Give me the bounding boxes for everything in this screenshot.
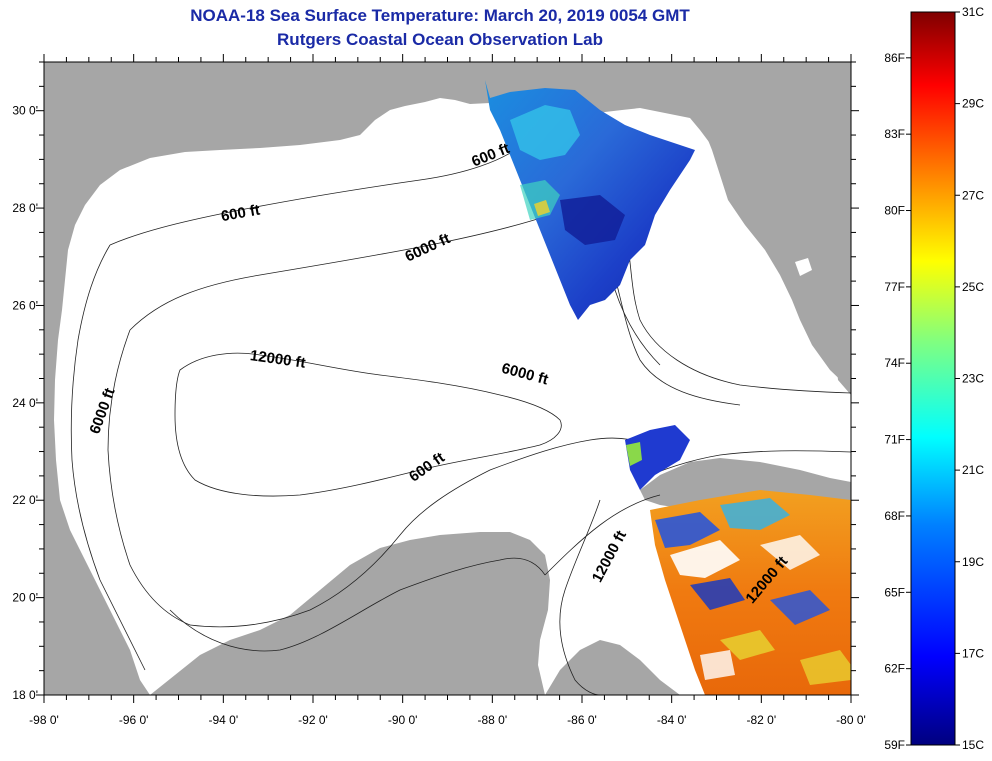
lat-label: 22 0' (12, 493, 38, 507)
lat-label: 28 0' (12, 201, 38, 215)
colorbar-celsius-label: 17C (962, 646, 984, 660)
florida-peninsula (700, 62, 851, 390)
colorbar-fahrenheit-label: 59F (884, 738, 905, 752)
lat-label: 20 0' (12, 591, 38, 605)
sst-swath-yucatan-channel (625, 425, 690, 490)
colorbar-fahrenheit-label: 74F (884, 356, 905, 370)
colorbar-gradient (910, 11, 956, 746)
sst-patch-yellow (534, 200, 550, 216)
colorbar-celsius-label: 27C (962, 188, 984, 202)
lon-label: -90 0' (388, 713, 418, 727)
lon-label: -88 0' (478, 713, 508, 727)
colorbar-fahrenheit-label: 80F (884, 204, 905, 218)
contour-label: 600 ft (220, 202, 262, 226)
colorbar-fahrenheit-label: 83F (884, 127, 905, 141)
lon-label: -96 0' (119, 713, 149, 727)
colorbar-fahrenheit-label: 77F (884, 280, 905, 294)
contour-6000ft-north (129, 212, 741, 406)
colorbar-celsius-label: 25C (962, 280, 984, 294)
contour-600ft-west (70, 244, 146, 671)
contour-12000ft-east (559, 499, 601, 695)
lat-label: 24 0' (12, 396, 38, 410)
cuba-land (640, 458, 851, 515)
lat-label: 18 0' (12, 688, 38, 702)
contour-600ft-south (169, 557, 546, 652)
map-subtitle: Rutgers Coastal Ocean Observation Lab (277, 30, 603, 49)
sst-patch-darkblue (560, 195, 625, 245)
lon-label: -92 0' (298, 713, 328, 727)
map-title: NOAA-18 Sea Surface Temperature: March 2… (190, 6, 690, 25)
florida-white-lake (795, 258, 812, 276)
colorbar-celsius-label: 31C (962, 5, 984, 19)
sst-caribbean-cloud-noise (655, 498, 851, 685)
lon-label: -86 0' (567, 713, 597, 727)
sst-patch-cyan (510, 105, 580, 160)
lat-label: 26 0' (12, 298, 38, 312)
colorbar-celsius-label: 15C (962, 738, 984, 752)
lon-label: -82 0' (747, 713, 777, 727)
contour-600ft-yucatan-shelf (544, 494, 661, 576)
colorbar-fahrenheit-label: 65F (884, 585, 905, 599)
sst-patch-green-channel (626, 442, 642, 466)
lon-label: -80 0' (836, 713, 866, 727)
contour-6000ft-west (107, 329, 191, 626)
lon-label: -84 0' (657, 713, 687, 727)
lon-label: -94 0' (209, 713, 239, 727)
lat-label: 30 0' (12, 104, 38, 118)
central-america-land (545, 640, 680, 695)
colorbar-celsius-label: 29C (962, 97, 984, 111)
colorbar-fahrenheit-label: 68F (884, 509, 905, 523)
contour-6000ft-south (189, 437, 661, 628)
sst-patch-teal (520, 180, 560, 220)
map-frame (43, 61, 852, 696)
colorbar-fahrenheit-label: 71F (884, 433, 905, 447)
colorbar-celsius-label: 21C (962, 463, 984, 477)
lon-label: -98 0' (29, 713, 59, 727)
colorbar-fahrenheit-label: 86F (884, 51, 905, 65)
colorbar: 31C 29C 27C 25C 23C 21C 19C 17C 15C 86F 83F 80F 77F 7… (884, 5, 984, 752)
contour-6000ft-caribbean (639, 450, 851, 481)
colorbar-celsius-label: 19C (962, 555, 984, 569)
colorbar-fahrenheit-label: 62F (884, 662, 905, 676)
contour-12000ft-inner (174, 352, 562, 497)
colorbar-celsius-label: 23C (962, 372, 984, 386)
